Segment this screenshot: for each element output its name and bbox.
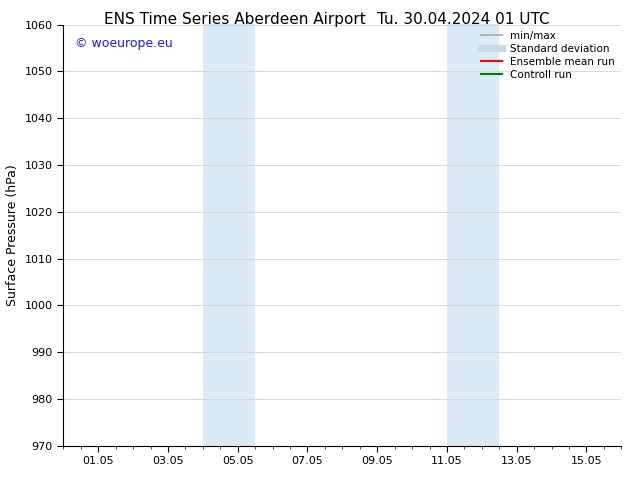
Bar (203, 24, 255, 446)
Legend: min/max, Standard deviation, Ensemble mean run, Controll run: min/max, Standard deviation, Ensemble me… (477, 26, 619, 84)
Y-axis label: Surface Pressure (hPa): Surface Pressure (hPa) (6, 164, 19, 306)
Bar (447, 24, 500, 446)
Text: ENS Time Series Aberdeen Airport: ENS Time Series Aberdeen Airport (104, 12, 365, 27)
Text: Tu. 30.04.2024 01 UTC: Tu. 30.04.2024 01 UTC (377, 12, 549, 27)
Text: © woeurope.eu: © woeurope.eu (75, 37, 172, 50)
